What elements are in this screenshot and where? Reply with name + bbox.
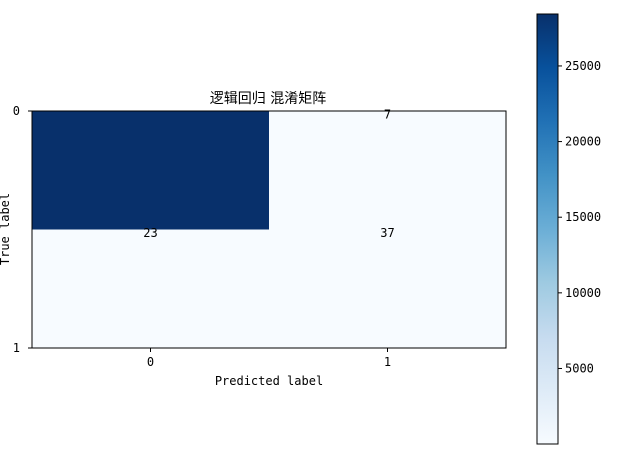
- chart-title: 逻辑回归 混淆矩阵: [210, 90, 326, 107]
- y-tick-label-0: 0: [13, 104, 20, 118]
- x-axis-label: Predicted label: [215, 374, 323, 388]
- colorbar-ticks: 5000 10000 15000 20000 25000: [558, 59, 601, 375]
- colorbar-tick-label-4: 25000: [565, 59, 601, 73]
- colorbar-tick-label-2: 15000: [565, 210, 601, 224]
- colorbar-tick-label-0: 5000: [565, 361, 594, 375]
- y-axis-ticks: 01: [13, 104, 32, 355]
- cell-label-1-0: 23: [143, 226, 157, 240]
- heatmap-cell-0-1: [269, 111, 506, 230]
- y-tick-label-1: 1: [13, 341, 20, 355]
- heatmap-cell-1-1: [269, 229, 506, 348]
- x-tick-label-1: 1: [384, 355, 391, 369]
- colorbar-tick-label-1: 10000: [565, 286, 601, 300]
- x-tick-label-0: 0: [147, 355, 154, 369]
- cell-labels: 7 23 37: [143, 108, 394, 241]
- heatmap-cell-0-0: [32, 111, 269, 230]
- cell-label-0-1: 7: [384, 108, 391, 122]
- heatmap-cell-1-0: [32, 229, 269, 348]
- colorbar: [536, 13, 559, 445]
- colorbar-tick-label-3: 20000: [565, 135, 601, 149]
- cell-label-1-1: 37: [380, 226, 394, 240]
- y-axis-label: True label: [0, 193, 12, 265]
- plot-frame: [31, 110, 507, 349]
- heatmap-cells: [32, 111, 506, 348]
